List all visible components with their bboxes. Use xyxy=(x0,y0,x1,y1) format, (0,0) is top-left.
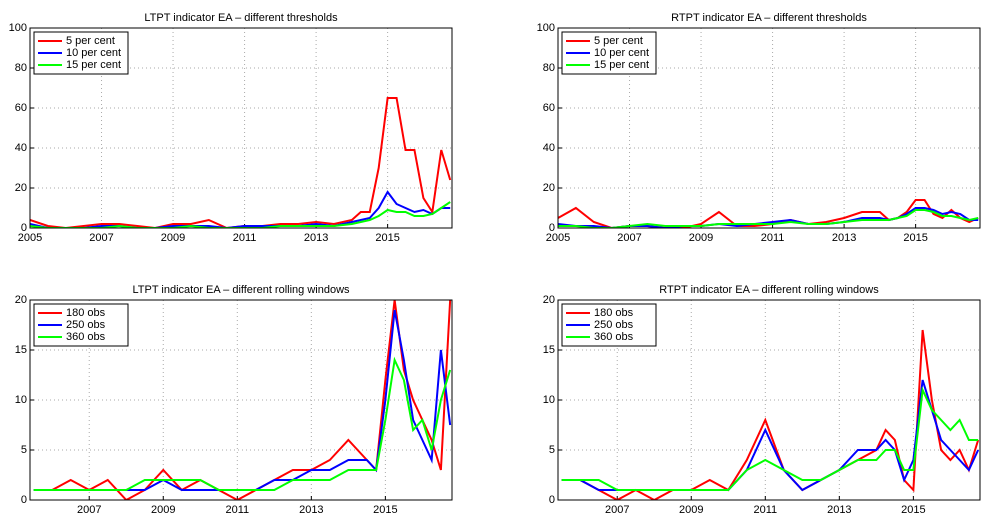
x-tick-label: 2009 xyxy=(161,232,185,244)
x-tick-label: 2005 xyxy=(546,232,570,244)
y-tick-label: 20 xyxy=(15,294,27,306)
x-tick-label: 2009 xyxy=(679,504,703,516)
x-tick-label: 2009 xyxy=(151,504,175,516)
legend-label: 5 per cent xyxy=(594,35,643,47)
y-tick-label: 40 xyxy=(543,142,555,154)
chart-title: RTPT indicator EA – different thresholds xyxy=(671,12,867,24)
legend-label: 360 obs xyxy=(594,331,634,343)
y-tick-label: 40 xyxy=(15,142,27,154)
legend-label: 250 obs xyxy=(66,319,106,331)
x-tick-label: 2011 xyxy=(233,232,257,244)
legend-label: 15 per cent xyxy=(66,59,121,71)
series-line xyxy=(561,386,979,491)
y-tick-label: 10 xyxy=(543,394,555,406)
y-tick-label: 60 xyxy=(543,102,555,114)
y-tick-label: 15 xyxy=(543,344,555,356)
y-tick-label: 0 xyxy=(549,222,555,234)
x-tick-label: 2007 xyxy=(617,232,641,244)
x-tick-label: 2011 xyxy=(753,504,777,516)
y-tick-label: 10 xyxy=(15,394,27,406)
legend-label: 180 obs xyxy=(66,307,106,319)
x-tick-label: 2015 xyxy=(903,232,927,244)
chart-title: LTPT indicator EA – different rolling wi… xyxy=(132,284,350,296)
series-line xyxy=(33,356,452,491)
x-tick-label: 2013 xyxy=(304,232,328,244)
y-tick-label: 100 xyxy=(537,22,555,34)
series-line xyxy=(30,201,451,228)
x-tick-label: 2009 xyxy=(689,232,713,244)
y-tick-label: 60 xyxy=(15,102,27,114)
y-tick-label: 5 xyxy=(21,444,27,456)
y-tick-label: 5 xyxy=(549,444,555,456)
y-tick-label: 20 xyxy=(543,182,555,194)
plot-frame xyxy=(557,27,981,229)
legend-label: 10 per cent xyxy=(66,47,121,59)
y-tick-label: 0 xyxy=(549,494,555,506)
y-tick-label: 80 xyxy=(543,62,555,74)
y-tick-label: 0 xyxy=(21,222,27,234)
legend-label: 180 obs xyxy=(594,307,634,319)
series-line xyxy=(558,209,979,228)
y-tick-label: 20 xyxy=(15,182,27,194)
plot-frame xyxy=(557,299,981,501)
chart-title: RTPT indicator EA – different rolling wi… xyxy=(659,284,879,296)
legend-label: 250 obs xyxy=(594,319,634,331)
x-tick-label: 2011 xyxy=(761,232,785,244)
y-tick-label: 80 xyxy=(15,62,27,74)
x-tick-label: 2013 xyxy=(299,504,323,516)
y-tick-label: 100 xyxy=(9,22,27,34)
x-tick-label: 2015 xyxy=(901,504,925,516)
x-tick-label: 2005 xyxy=(18,232,42,244)
legend-label: 5 per cent xyxy=(66,35,115,47)
y-tick-label: 0 xyxy=(21,494,27,506)
series-line xyxy=(561,329,980,500)
x-tick-label: 2013 xyxy=(827,504,851,516)
chart-title: LTPT indicator EA – different thresholds xyxy=(144,12,338,24)
legend-label: 10 per cent xyxy=(594,47,649,59)
x-tick-label: 2015 xyxy=(373,504,397,516)
series-line xyxy=(30,97,452,228)
x-tick-label: 2007 xyxy=(605,504,629,516)
x-tick-label: 2013 xyxy=(832,232,856,244)
plot-frame xyxy=(29,299,453,501)
y-tick-label: 15 xyxy=(15,344,27,356)
x-tick-label: 2007 xyxy=(77,504,101,516)
x-tick-label: 2007 xyxy=(89,232,113,244)
legend-box xyxy=(33,31,129,75)
x-tick-label: 2011 xyxy=(225,504,249,516)
y-tick-label: 20 xyxy=(543,294,555,306)
plot-frame xyxy=(29,27,453,229)
legend-label: 15 per cent xyxy=(594,59,649,71)
legend-label: 360 obs xyxy=(66,331,106,343)
x-tick-label: 2015 xyxy=(375,232,399,244)
